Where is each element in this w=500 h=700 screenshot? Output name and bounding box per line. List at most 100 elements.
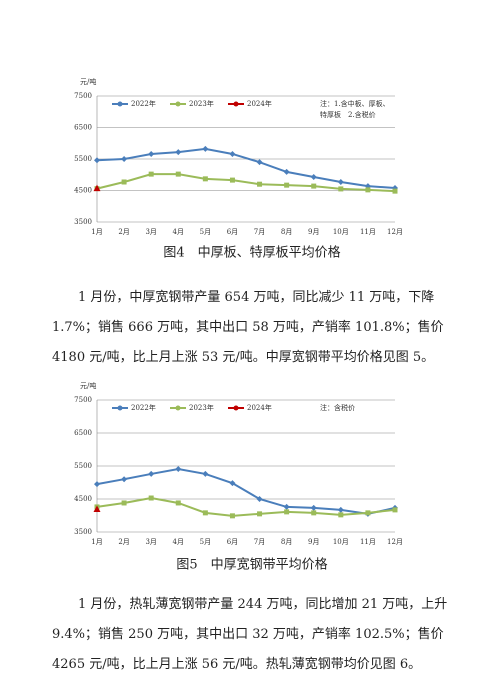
marker: [148, 495, 154, 501]
y-tick-label: 6500: [74, 124, 92, 132]
marker: [121, 156, 128, 162]
x-tick-label: 11月: [360, 538, 376, 546]
chart: 元/吨 3500 4500 5500 6500 7500 1月 2月 3月 4月 5月 6月 7月 8月 9…: [74, 77, 403, 261]
legend-label: 2022年: [131, 403, 156, 412]
x-tick-label: 8月: [281, 538, 292, 546]
marker: [283, 503, 290, 510]
legend-label: 2024年: [247, 403, 272, 412]
marker: [175, 465, 182, 472]
marker: [175, 149, 182, 156]
x-tick-label: 9月: [308, 538, 319, 546]
marker: [337, 178, 344, 185]
paragraph: 1 月份，热轧薄宽钢带产量 244 万吨，同比增加 21 万吨，上升 9.4%；…: [52, 597, 448, 672]
series-line: [96, 467, 396, 515]
x-tick-label: 5月: [200, 538, 211, 546]
marker: [256, 496, 263, 502]
marker: [392, 184, 398, 191]
marker: [365, 510, 371, 516]
marker: [202, 145, 209, 152]
marker: [229, 150, 236, 157]
chart: 元/吨 3500 4500 5500 6500 7500 1月 2月 3月 4月 5月 6月 7月 8月 9…: [74, 381, 403, 573]
series-line: [96, 496, 396, 517]
marker: [202, 176, 208, 182]
note: 注：1.含中板、厚板、: [320, 99, 390, 108]
marker: [175, 500, 181, 506]
marker: [93, 184, 101, 192]
legend-marker: [117, 405, 123, 411]
x-tick-label: 1月: [91, 228, 102, 236]
y-tick-label: 7500: [74, 396, 92, 404]
x-tick-label: 9月: [308, 228, 319, 236]
x-tick-label: 7月: [254, 228, 265, 236]
marker: [257, 511, 263, 517]
x-tick-label: 3月: [145, 228, 156, 236]
series-line: [96, 173, 396, 193]
marker: [310, 504, 317, 511]
x-tick-label: 12月: [387, 228, 403, 236]
legend-marker: [233, 405, 239, 411]
y-tick-label: 3500: [74, 218, 92, 226]
x-tick-label: 10月: [333, 228, 349, 236]
y-tick-label: 5500: [74, 155, 92, 163]
marker: [311, 510, 317, 516]
y-tick-label: 7500: [74, 92, 92, 100]
legend-marker: [175, 101, 181, 107]
x-tick-label: 5月: [200, 228, 211, 236]
marker: [311, 183, 317, 189]
marker: [148, 470, 155, 477]
x-tick-label: 2月: [118, 228, 129, 236]
marker: [202, 470, 209, 477]
marker: [257, 181, 263, 187]
x-tick-label: 2月: [118, 538, 129, 546]
y-tick-label: 3500: [74, 528, 92, 536]
marker: [337, 506, 344, 513]
marker: [256, 159, 263, 166]
marker: [284, 509, 290, 515]
x-tick-label: 12月: [387, 538, 403, 546]
marker: [338, 186, 344, 192]
marker: [338, 512, 344, 518]
legend-marker: [175, 405, 181, 411]
x-tick-label: 7月: [254, 538, 265, 546]
x-tick-label: 1月: [91, 538, 102, 546]
caption: 图5 中厚宽钢带平均价格: [176, 557, 327, 573]
x-tick-label: 6月: [227, 538, 238, 546]
x-tick-label: 4月: [173, 538, 184, 546]
marker: [93, 505, 101, 513]
marker: [229, 177, 235, 183]
y-axis-label: 元/吨: [80, 381, 96, 390]
marker: [392, 188, 398, 194]
legend-label: 2023年: [189, 99, 214, 108]
marker: [94, 157, 100, 164]
legend-marker: [233, 101, 239, 107]
marker: [148, 171, 154, 177]
x-tick-label: 6月: [227, 228, 238, 236]
x-tick-label: 4月: [173, 228, 184, 236]
marker: [229, 513, 235, 519]
paragraph: 1 月份，中厚宽钢带产量 654 万吨，同比减少 11 万吨，下降 1.7%；销…: [52, 290, 444, 365]
legend-label: 2022年: [131, 99, 156, 108]
series-line: [96, 147, 396, 189]
y-tick-label: 4500: [74, 495, 92, 503]
x-tick-label: 11月: [360, 228, 376, 236]
y-axis-label: 元/吨: [80, 77, 96, 86]
marker: [121, 500, 127, 506]
marker: [284, 182, 290, 188]
legend-label: 2024年: [247, 99, 272, 108]
marker: [365, 187, 371, 193]
marker: [229, 480, 236, 487]
marker: [175, 171, 181, 177]
marker: [310, 173, 317, 180]
legend-label: 2023年: [189, 403, 214, 412]
marker: [392, 507, 398, 513]
x-tick-label: 8月: [281, 228, 292, 236]
marker: [121, 476, 128, 483]
marker: [148, 150, 155, 157]
legend-marker: [117, 101, 123, 107]
y-tick-label: 5500: [74, 462, 92, 470]
marker: [94, 481, 100, 488]
x-tick-label: 3月: [145, 538, 156, 546]
caption: 图4 中厚板、特厚板平均价格: [163, 245, 340, 261]
x-tick-label: 10月: [333, 538, 349, 546]
